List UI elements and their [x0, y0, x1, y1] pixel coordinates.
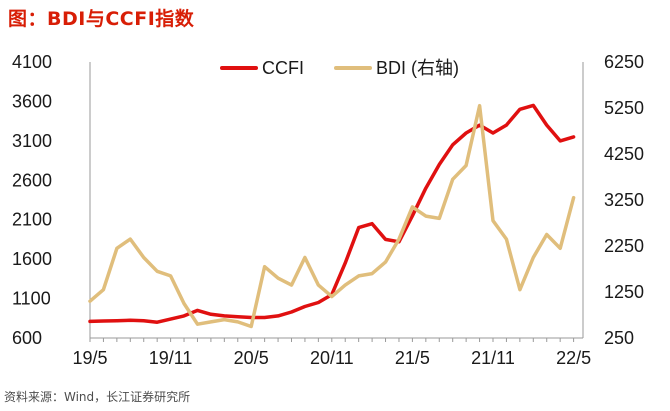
y-right-tick-label: 250	[604, 328, 634, 348]
x-tick-label: 20/5	[234, 348, 269, 368]
x-tick-label: 21/5	[395, 348, 430, 368]
y-left-tick-label: 4100	[12, 52, 52, 72]
y-right-tick-label: 1250	[604, 282, 644, 302]
x-tick-label: 19/11	[149, 348, 193, 368]
y-left-tick-label: 2100	[12, 210, 52, 230]
chart-title: 图：BDI与CCFI指数	[8, 8, 195, 30]
series-line-ccfi	[88, 103, 576, 324]
y-left-tick-label: 3600	[12, 91, 52, 111]
y-left-tick-label: 1100	[12, 289, 51, 309]
legend-label-ccfi: CCFI	[262, 58, 304, 78]
x-tick-label: 19/5	[72, 348, 107, 368]
y-right-tick-label: 2250	[604, 236, 644, 256]
x-tick-label: 21/11	[471, 348, 515, 368]
x-tick-label: 20/11	[310, 348, 354, 368]
y-left-tick-label: 2600	[12, 170, 52, 190]
y-right-tick-label: 3250	[604, 190, 644, 210]
source-note: 资料来源：Wind，长江证券研究所	[4, 390, 191, 404]
series-line-bdi	[88, 103, 576, 329]
legend-label-bdi: BDI (右轴)	[376, 58, 459, 78]
y-left-tick-label: 3100	[12, 131, 52, 151]
x-tick-label: 22/5	[556, 348, 591, 368]
y-left-tick-label: 600	[12, 328, 42, 348]
y-right-tick-label: 4250	[604, 144, 644, 164]
y-left-tick-label: 1600	[12, 249, 52, 269]
y-right-tick-label: 5250	[604, 98, 644, 118]
y-right-tick-label: 6250	[604, 52, 644, 72]
